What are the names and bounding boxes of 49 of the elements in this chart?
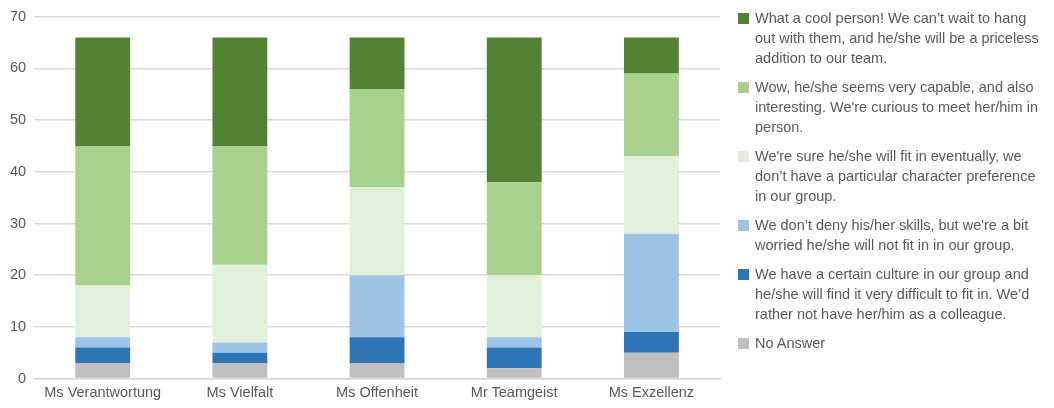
bar — [623, 156, 679, 234]
y-tick-label: 50 — [9, 111, 27, 128]
bar — [212, 37, 268, 146]
bar — [486, 337, 542, 348]
bar — [212, 264, 268, 343]
y-tick-label: 0 — [18, 369, 27, 386]
x-tick-label: Ms Verantwortung — [44, 384, 162, 401]
y-tick-label: 70 — [9, 7, 27, 24]
bar — [212, 145, 268, 265]
bar — [212, 352, 268, 364]
x-tick-label: Ms Offenheit — [336, 384, 419, 401]
legend-label: We don’t deny his/her skills, but we're a bit worried he/she will not fit in in our group. — [755, 216, 1030, 255]
bar — [75, 363, 131, 378]
bar — [349, 275, 405, 338]
bar — [623, 37, 679, 74]
bar — [349, 363, 405, 378]
bar — [75, 145, 131, 286]
x-tick-label: Mr Teamgeist — [470, 384, 558, 401]
y-tick-label: 30 — [9, 214, 27, 231]
bar — [75, 37, 131, 146]
legend-label: We have a certain culture in our group and he/she will find it very difficult to fit in. We’d rather not have her/him as a colleague. — [755, 265, 1031, 324]
bar — [349, 337, 405, 364]
legend-label: What a cool person! We can’t wait to hang out with them, and he/she will be a priceless addition to our team. — [755, 9, 1040, 68]
bar — [212, 342, 268, 353]
bar — [349, 89, 405, 188]
bar — [486, 275, 542, 338]
y-tick-label: 20 — [9, 266, 27, 283]
y-tick-label: 60 — [9, 59, 27, 76]
bar — [75, 285, 131, 338]
bar — [623, 73, 679, 157]
y-tick-label: 10 — [9, 317, 27, 334]
bar — [623, 352, 679, 378]
legend-label: We're sure he/she will fit in eventually, we don’t have a particular character preference in our group. — [755, 147, 1037, 206]
x-tick-label: Ms Exzellenz — [608, 384, 695, 401]
y-tick-label: 40 — [9, 162, 27, 179]
bar — [623, 233, 679, 333]
bar — [349, 37, 405, 90]
bar — [212, 363, 268, 378]
bar — [75, 337, 131, 348]
bar — [623, 332, 679, 353]
x-tick-label: Ms Vielfalt — [206, 384, 274, 401]
bar — [486, 182, 542, 276]
bar — [349, 187, 405, 276]
bar — [486, 347, 542, 369]
legend-label: Wow, he/she seems very capable, and also interesting. We're curious to meet her/him in person. — [755, 78, 1039, 137]
legend-label: No Answer — [755, 334, 826, 353]
bar — [75, 347, 131, 364]
bar — [486, 37, 542, 183]
bar — [486, 368, 542, 378]
